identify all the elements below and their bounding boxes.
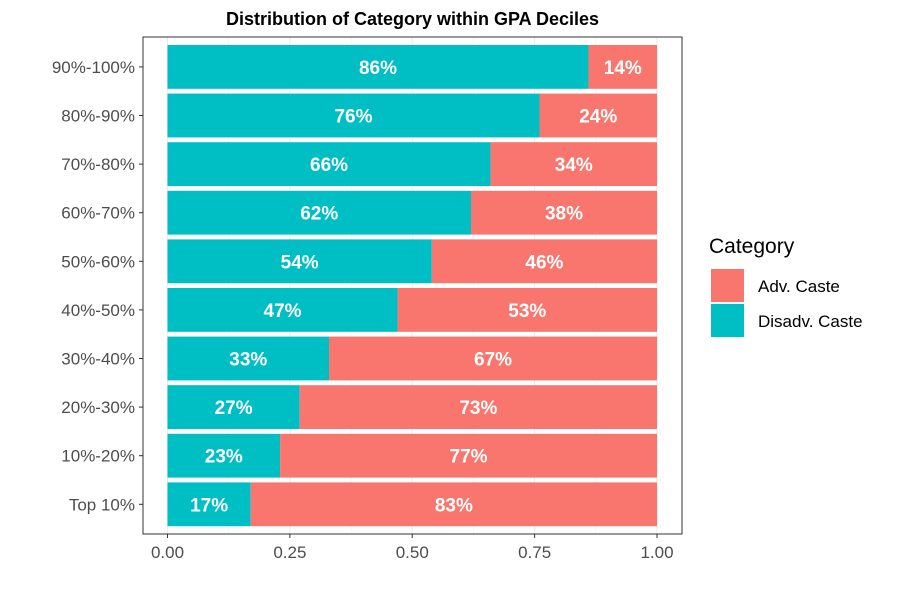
- bar-label-adv-caste: 53%: [508, 301, 546, 322]
- bar-label-adv-caste: 77%: [450, 447, 488, 468]
- y-tick-label: 40%-50%: [61, 301, 135, 320]
- bar-adv-caste: [397, 288, 657, 332]
- bar-label-adv-caste: 34%: [555, 155, 593, 176]
- bar-labels: 17% 83% 23% 77% 27% 73% 33% 67% 47% 53% 54% 46% 62% 3…: [190, 58, 642, 516]
- bar-adv-caste: [539, 93, 657, 138]
- x-axis: 0.00 0.25 0.50 0.75 1.00: [151, 534, 674, 562]
- bars: [167, 45, 657, 527]
- bar-disadv-caste: [167, 142, 491, 186]
- bar-disadv-caste: [167, 190, 471, 235]
- x-tick-label: 1.00: [640, 543, 673, 562]
- bar-label-disadv-caste: 47%: [264, 301, 302, 322]
- bar-label-disadv-caste: 33%: [229, 350, 267, 371]
- bar-adv-caste: [470, 190, 657, 235]
- y-tick-label: Top 10%: [69, 495, 135, 514]
- bar-label-adv-caste: 73%: [459, 398, 497, 419]
- bar-label-adv-caste: 46%: [525, 252, 563, 273]
- bar-disadv-caste: [167, 93, 540, 138]
- bar-adv-caste: [431, 239, 657, 284]
- legend-key: [711, 269, 744, 302]
- bar-label-disadv-caste: 23%: [205, 447, 243, 468]
- y-axis: Top 10% 10%-20% 20%-30% 30%-40% 40%-50% 50%-6…: [52, 58, 143, 514]
- bar-disadv-caste: [167, 45, 589, 89]
- bar-label-adv-caste: 83%: [435, 495, 473, 516]
- y-tick-label: 10%-20%: [61, 447, 135, 466]
- legend-key: [711, 304, 744, 337]
- bar-disadv-caste: [167, 336, 330, 381]
- bar-label-disadv-caste: 27%: [215, 398, 253, 419]
- bar-label-disadv-caste: 76%: [334, 107, 372, 128]
- bar-adv-caste: [299, 385, 657, 429]
- y-tick-label: 70%-80%: [61, 155, 135, 174]
- y-tick-label: 20%-30%: [61, 398, 135, 417]
- bar-label-adv-caste: 67%: [474, 350, 512, 371]
- legend-title: Category: [709, 235, 795, 258]
- bar-disadv-caste: [167, 385, 300, 429]
- bar-disadv-caste: [167, 482, 251, 527]
- x-tick-label: 0.00: [151, 543, 184, 562]
- bar-label-disadv-caste: 62%: [300, 204, 338, 225]
- y-tick-label: 60%-70%: [61, 204, 135, 223]
- bar-disadv-caste: [167, 239, 432, 284]
- bar-label-disadv-caste: 66%: [310, 155, 348, 176]
- x-tick-label: 0.50: [396, 543, 429, 562]
- bar-adv-caste: [588, 45, 657, 89]
- bar-adv-caste: [329, 336, 657, 381]
- bar-disadv-caste: [167, 288, 398, 332]
- y-tick-label: 90%-100%: [52, 58, 135, 77]
- legend-label: Adv. Caste: [758, 277, 840, 296]
- legend: Category Adv. Caste Disadv. Caste: [709, 235, 863, 337]
- bar-label-disadv-caste: 17%: [190, 495, 228, 516]
- bar-label-disadv-caste: 54%: [281, 252, 319, 273]
- bar-adv-caste: [490, 142, 657, 186]
- y-tick-label: 50%-60%: [61, 252, 135, 271]
- bar-label-adv-caste: 24%: [579, 107, 617, 128]
- legend-label: Disadv. Caste: [758, 312, 863, 331]
- bar-disadv-caste: [167, 433, 281, 478]
- y-tick-label: 80%-90%: [61, 107, 135, 126]
- bar-label-adv-caste: 14%: [604, 58, 642, 79]
- chart-title: Distribution of Category within GPA Deci…: [226, 9, 599, 29]
- bar-label-disadv-caste: 86%: [359, 58, 397, 79]
- x-tick-label: 0.25: [273, 543, 306, 562]
- bar-adv-caste: [280, 433, 657, 478]
- x-tick-label: 0.75: [518, 543, 551, 562]
- y-tick-label: 30%-40%: [61, 350, 135, 369]
- bar-label-adv-caste: 38%: [545, 204, 583, 225]
- bar-adv-caste: [250, 482, 657, 527]
